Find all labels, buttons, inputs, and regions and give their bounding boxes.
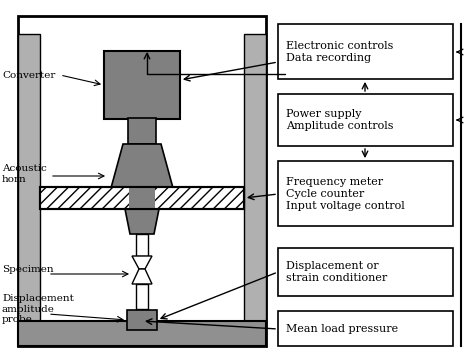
- Text: Electronic controls
Data recording: Electronic controls Data recording: [286, 41, 393, 63]
- Bar: [129, 186, 155, 210]
- Polygon shape: [132, 269, 152, 284]
- Text: Converter: Converter: [2, 71, 55, 79]
- Bar: [127, 310, 157, 330]
- Bar: [278, 311, 453, 346]
- Bar: [278, 24, 453, 79]
- Polygon shape: [123, 199, 161, 234]
- Bar: [244, 34, 266, 328]
- Bar: [40, 187, 244, 209]
- Bar: [40, 187, 244, 209]
- Bar: [278, 161, 453, 226]
- Bar: [18, 34, 40, 328]
- Bar: [278, 248, 453, 296]
- Text: Specimen: Specimen: [2, 265, 54, 274]
- Polygon shape: [132, 256, 152, 269]
- Bar: [136, 284, 148, 309]
- Text: Displacement or
strain conditioner: Displacement or strain conditioner: [286, 261, 387, 283]
- Text: Acoustic
horn: Acoustic horn: [2, 164, 47, 184]
- Text: Mean load pressure: Mean load pressure: [286, 324, 398, 334]
- Polygon shape: [108, 144, 176, 199]
- Text: Frequency meter
Cycle counter
Input voltage control: Frequency meter Cycle counter Input volt…: [286, 177, 405, 211]
- Bar: [104, 51, 180, 119]
- Text: Power supply
Amplitude controls: Power supply Amplitude controls: [286, 109, 393, 131]
- Bar: [278, 94, 453, 146]
- Bar: [18, 321, 266, 346]
- Bar: [136, 234, 148, 256]
- Text: Displacement
amplitude
probe: Displacement amplitude probe: [2, 294, 74, 324]
- Bar: [128, 118, 156, 144]
- Bar: [18, 16, 266, 346]
